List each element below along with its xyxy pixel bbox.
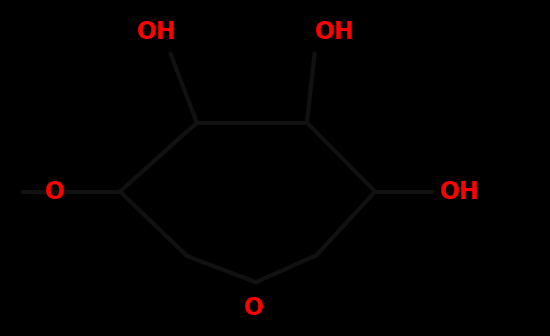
- Text: OH: OH: [315, 20, 354, 44]
- Text: OH: OH: [137, 20, 177, 44]
- Text: O: O: [45, 179, 65, 204]
- Text: O: O: [244, 296, 264, 321]
- Text: OH: OH: [440, 179, 480, 204]
